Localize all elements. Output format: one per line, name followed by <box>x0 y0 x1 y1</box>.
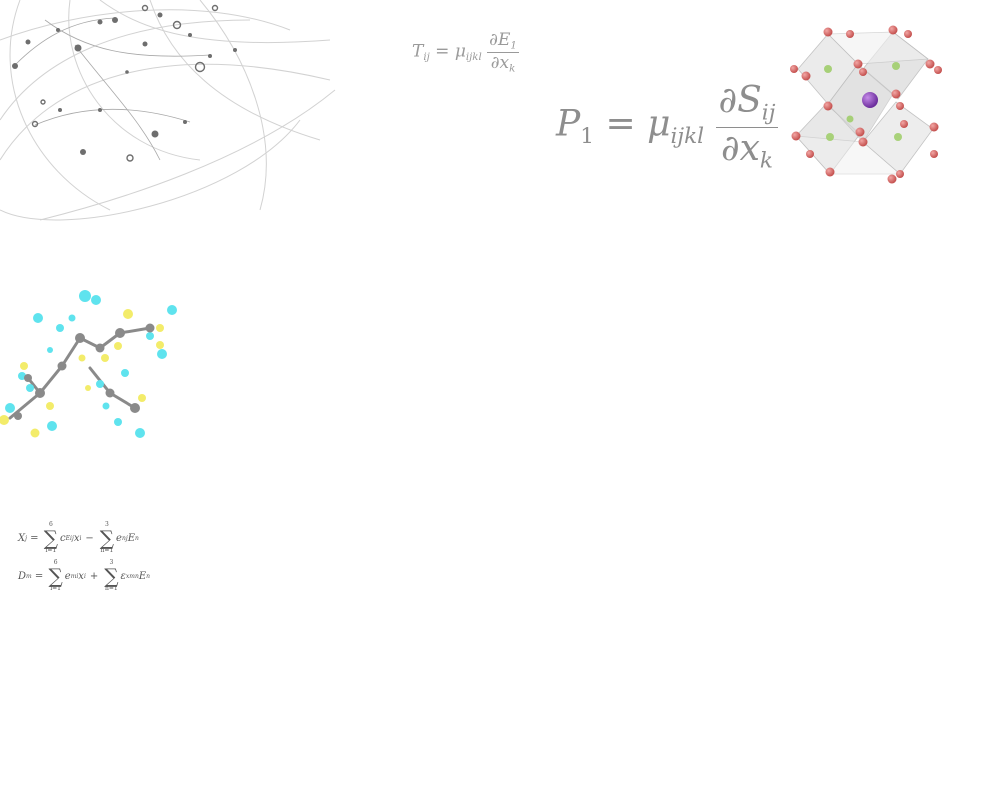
eq2-var1-sub: i <box>84 573 86 580</box>
formula-equals: = <box>605 104 635 145</box>
sum-lower: i=1 <box>50 586 61 592</box>
formula-lhs-sub: ij <box>423 52 429 63</box>
numerator-text: ∂S <box>719 80 762 121</box>
eq1-var1-sub: i <box>79 535 81 542</box>
formula-lhs: T <box>412 42 423 62</box>
flexoelectric-formula-large: P1 = μijkl ∂Sij ∂xk <box>556 80 778 173</box>
denominator-sub: k <box>509 63 515 74</box>
eq2-operator: + <box>90 571 98 582</box>
eq2-term2-sub: mn <box>129 573 139 580</box>
eq1-operator: − <box>85 533 93 544</box>
denominator-sub: k <box>760 148 773 173</box>
formula-coef: μ <box>455 42 466 62</box>
formula-fraction: ∂E1 ∂xk <box>487 30 519 74</box>
formula-equals: = <box>435 42 449 62</box>
formula-denominator: ∂xk <box>487 53 519 75</box>
formula-denominator: ∂xk <box>716 128 779 174</box>
eq2-lhs: D <box>18 571 26 582</box>
formula-coef-sub: ijkl <box>466 52 482 63</box>
numerator-sub: ij <box>762 101 776 126</box>
eq2-var2: E <box>139 571 146 582</box>
denominator-text: ∂x <box>491 53 509 73</box>
formula-lhs: P <box>556 104 580 145</box>
formula-coef-sub: ijkl <box>670 124 704 149</box>
eq2-var2-sub: n <box>146 573 150 580</box>
denominator-text: ∂x <box>721 128 760 169</box>
numerator-sub: 1 <box>510 41 516 52</box>
summation-symbol: 6 ∑ i=1 <box>44 522 58 554</box>
piezo-formula-small: Tij = μijkl ∂E1 ∂xk <box>412 30 519 74</box>
summation-symbol: 6 ∑ i=1 <box>48 560 62 592</box>
formula-lhs-sub: 1 <box>580 124 594 149</box>
formula-numerator: ∂E1 <box>487 30 519 53</box>
formula-fraction: ∂Sij ∂xk <box>716 80 779 173</box>
helical-molecule-model <box>0 288 185 438</box>
sum-lower: n=1 <box>105 586 118 592</box>
numerator-text: ∂E <box>489 30 510 50</box>
summation-symbol: 3 ∑ n=1 <box>100 522 114 554</box>
network-sphere-graphic <box>0 0 345 230</box>
sum-lower: i=1 <box>46 548 57 554</box>
eq1-var2: E <box>128 533 135 544</box>
summation-symbol: 3 ∑ n=1 <box>104 560 118 592</box>
perovskite-crystal-structure <box>788 24 948 192</box>
formula-coef: μ <box>647 104 670 145</box>
sum-lower: n=1 <box>101 548 114 554</box>
eq1-var2-sub: n <box>135 535 139 542</box>
eq2-term1-sub: mi <box>71 573 79 580</box>
formula-numerator: ∂Sij <box>716 80 779 128</box>
